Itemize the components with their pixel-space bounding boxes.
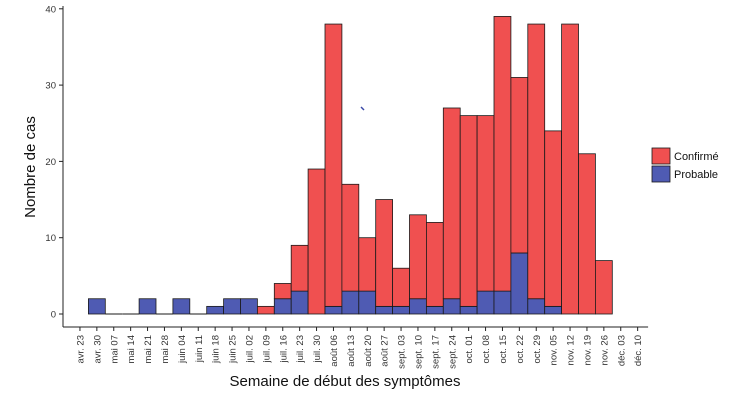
bar-confirme	[459, 115, 478, 307]
x-tick-label: déc. 03	[616, 335, 627, 366]
bar-confirme	[595, 260, 613, 315]
x-tick-label: nov. 26	[599, 335, 610, 365]
x-tick-label: oct. 08	[481, 335, 492, 364]
bar-confirme	[358, 237, 377, 292]
y-tick-label: 10	[45, 233, 56, 244]
stray-mark	[360, 106, 365, 111]
bar-probable	[358, 290, 377, 315]
bar-probable	[442, 298, 461, 315]
y-tick-label: 40	[45, 4, 56, 15]
x-tick-label: avr. 30	[92, 335, 103, 364]
bar-confirme	[409, 214, 427, 300]
y-axis-title: Nombre de cas	[22, 116, 39, 218]
bar-probable	[544, 305, 563, 315]
y-tick-label: 30	[45, 81, 56, 92]
bar-confirme	[392, 267, 410, 307]
legend-label: Probable	[674, 169, 718, 181]
bar-probable	[88, 298, 106, 315]
bar-probable	[375, 305, 394, 315]
legend: Confirmé Probable	[651, 147, 719, 183]
bar-confirme	[561, 23, 579, 315]
x-tick-label: déc. 10	[633, 335, 644, 366]
x-tick-label: août 20	[363, 335, 374, 367]
bar-probable	[493, 290, 512, 315]
bar-confirme	[341, 183, 360, 292]
legend-swatch	[651, 165, 671, 183]
bar-probable	[240, 298, 258, 315]
bar-probable	[324, 305, 343, 315]
x-tick-label: juin 25	[228, 335, 239, 364]
x-tick-label: août 06	[329, 335, 340, 367]
bar-probable	[206, 305, 224, 315]
bar-probable	[527, 298, 546, 315]
bar-probable	[459, 305, 478, 315]
x-tick-label: nov. 12	[566, 335, 577, 365]
axes	[62, 6, 649, 328]
bar-confirme	[544, 130, 563, 307]
x-axis-title: Semaine de début des symptômes	[230, 373, 461, 390]
bar-probable	[392, 305, 410, 315]
x-tick-label: mai 21	[143, 335, 154, 364]
bar-confirme	[510, 77, 529, 254]
bar-confirme	[578, 153, 596, 315]
bar-probable	[223, 298, 241, 315]
y-tick-label: 0	[51, 310, 56, 321]
x-tick-label: juin 18	[211, 335, 222, 364]
legend-label: Confirmé	[674, 151, 719, 163]
bar-confirme	[493, 16, 512, 292]
x-ticks: avr. 23 avr. 30 mai 07 mai 14 mai 21 mai 28 ju…	[75, 327, 644, 369]
x-tick-label: juil. 02	[244, 335, 255, 363]
bar-confirme	[375, 199, 394, 307]
bar-confirme	[307, 168, 326, 315]
bar-confirme	[442, 107, 461, 300]
x-tick-label: sept. 10	[413, 335, 424, 369]
x-tick-label: oct. 01	[464, 335, 475, 364]
x-tick-label: mai 07	[109, 335, 120, 364]
x-tick-label: juil. 09	[261, 335, 272, 363]
bar-confirme	[425, 222, 444, 307]
x-tick-label: juil. 30	[312, 335, 323, 363]
bar-confirme	[290, 244, 309, 292]
x-tick-label: oct. 22	[515, 335, 526, 364]
bar-probable	[341, 290, 360, 315]
bar-probable	[273, 298, 292, 315]
bar-probable	[425, 305, 444, 315]
x-tick-label: sept. 24	[447, 335, 458, 369]
bar-confirme	[273, 283, 292, 300]
bar-probable	[510, 252, 529, 315]
x-tick-label: oct. 29	[532, 335, 543, 364]
x-tick-label: juin 04	[177, 335, 188, 364]
x-tick-label: mai 28	[160, 335, 171, 364]
y-tick-label: 20	[45, 157, 56, 168]
bar-probable	[476, 290, 495, 315]
x-tick-label: août 27	[380, 335, 391, 367]
x-tick-label: sept. 17	[430, 335, 441, 369]
bar-probable	[172, 298, 191, 315]
x-tick-label: nov. 19	[582, 335, 593, 365]
bar-confirme	[256, 305, 275, 315]
x-tick-label: août 13	[346, 335, 357, 367]
x-tick-label: juin 11	[194, 335, 205, 363]
x-tick-label: juil. 16	[278, 335, 289, 363]
bar-probable	[409, 298, 427, 315]
x-tick-label: mai 14	[126, 335, 137, 364]
legend-swatch	[651, 147, 671, 165]
x-tick-label: juil. 23	[295, 335, 306, 363]
bar-confirme	[527, 23, 546, 300]
x-tick-label: oct. 15	[498, 335, 509, 364]
y-ticks: 0 10 20 30 40	[45, 4, 63, 321]
bar-probable	[290, 290, 309, 315]
x-tick-label: nov. 05	[549, 335, 560, 365]
bar-confirme	[476, 115, 495, 292]
bars	[88, 16, 613, 315]
x-tick-label: avr. 23	[75, 335, 86, 364]
bar-confirme	[324, 23, 343, 307]
x-tick-label: sept. 03	[397, 335, 408, 369]
bar-probable	[138, 298, 157, 315]
